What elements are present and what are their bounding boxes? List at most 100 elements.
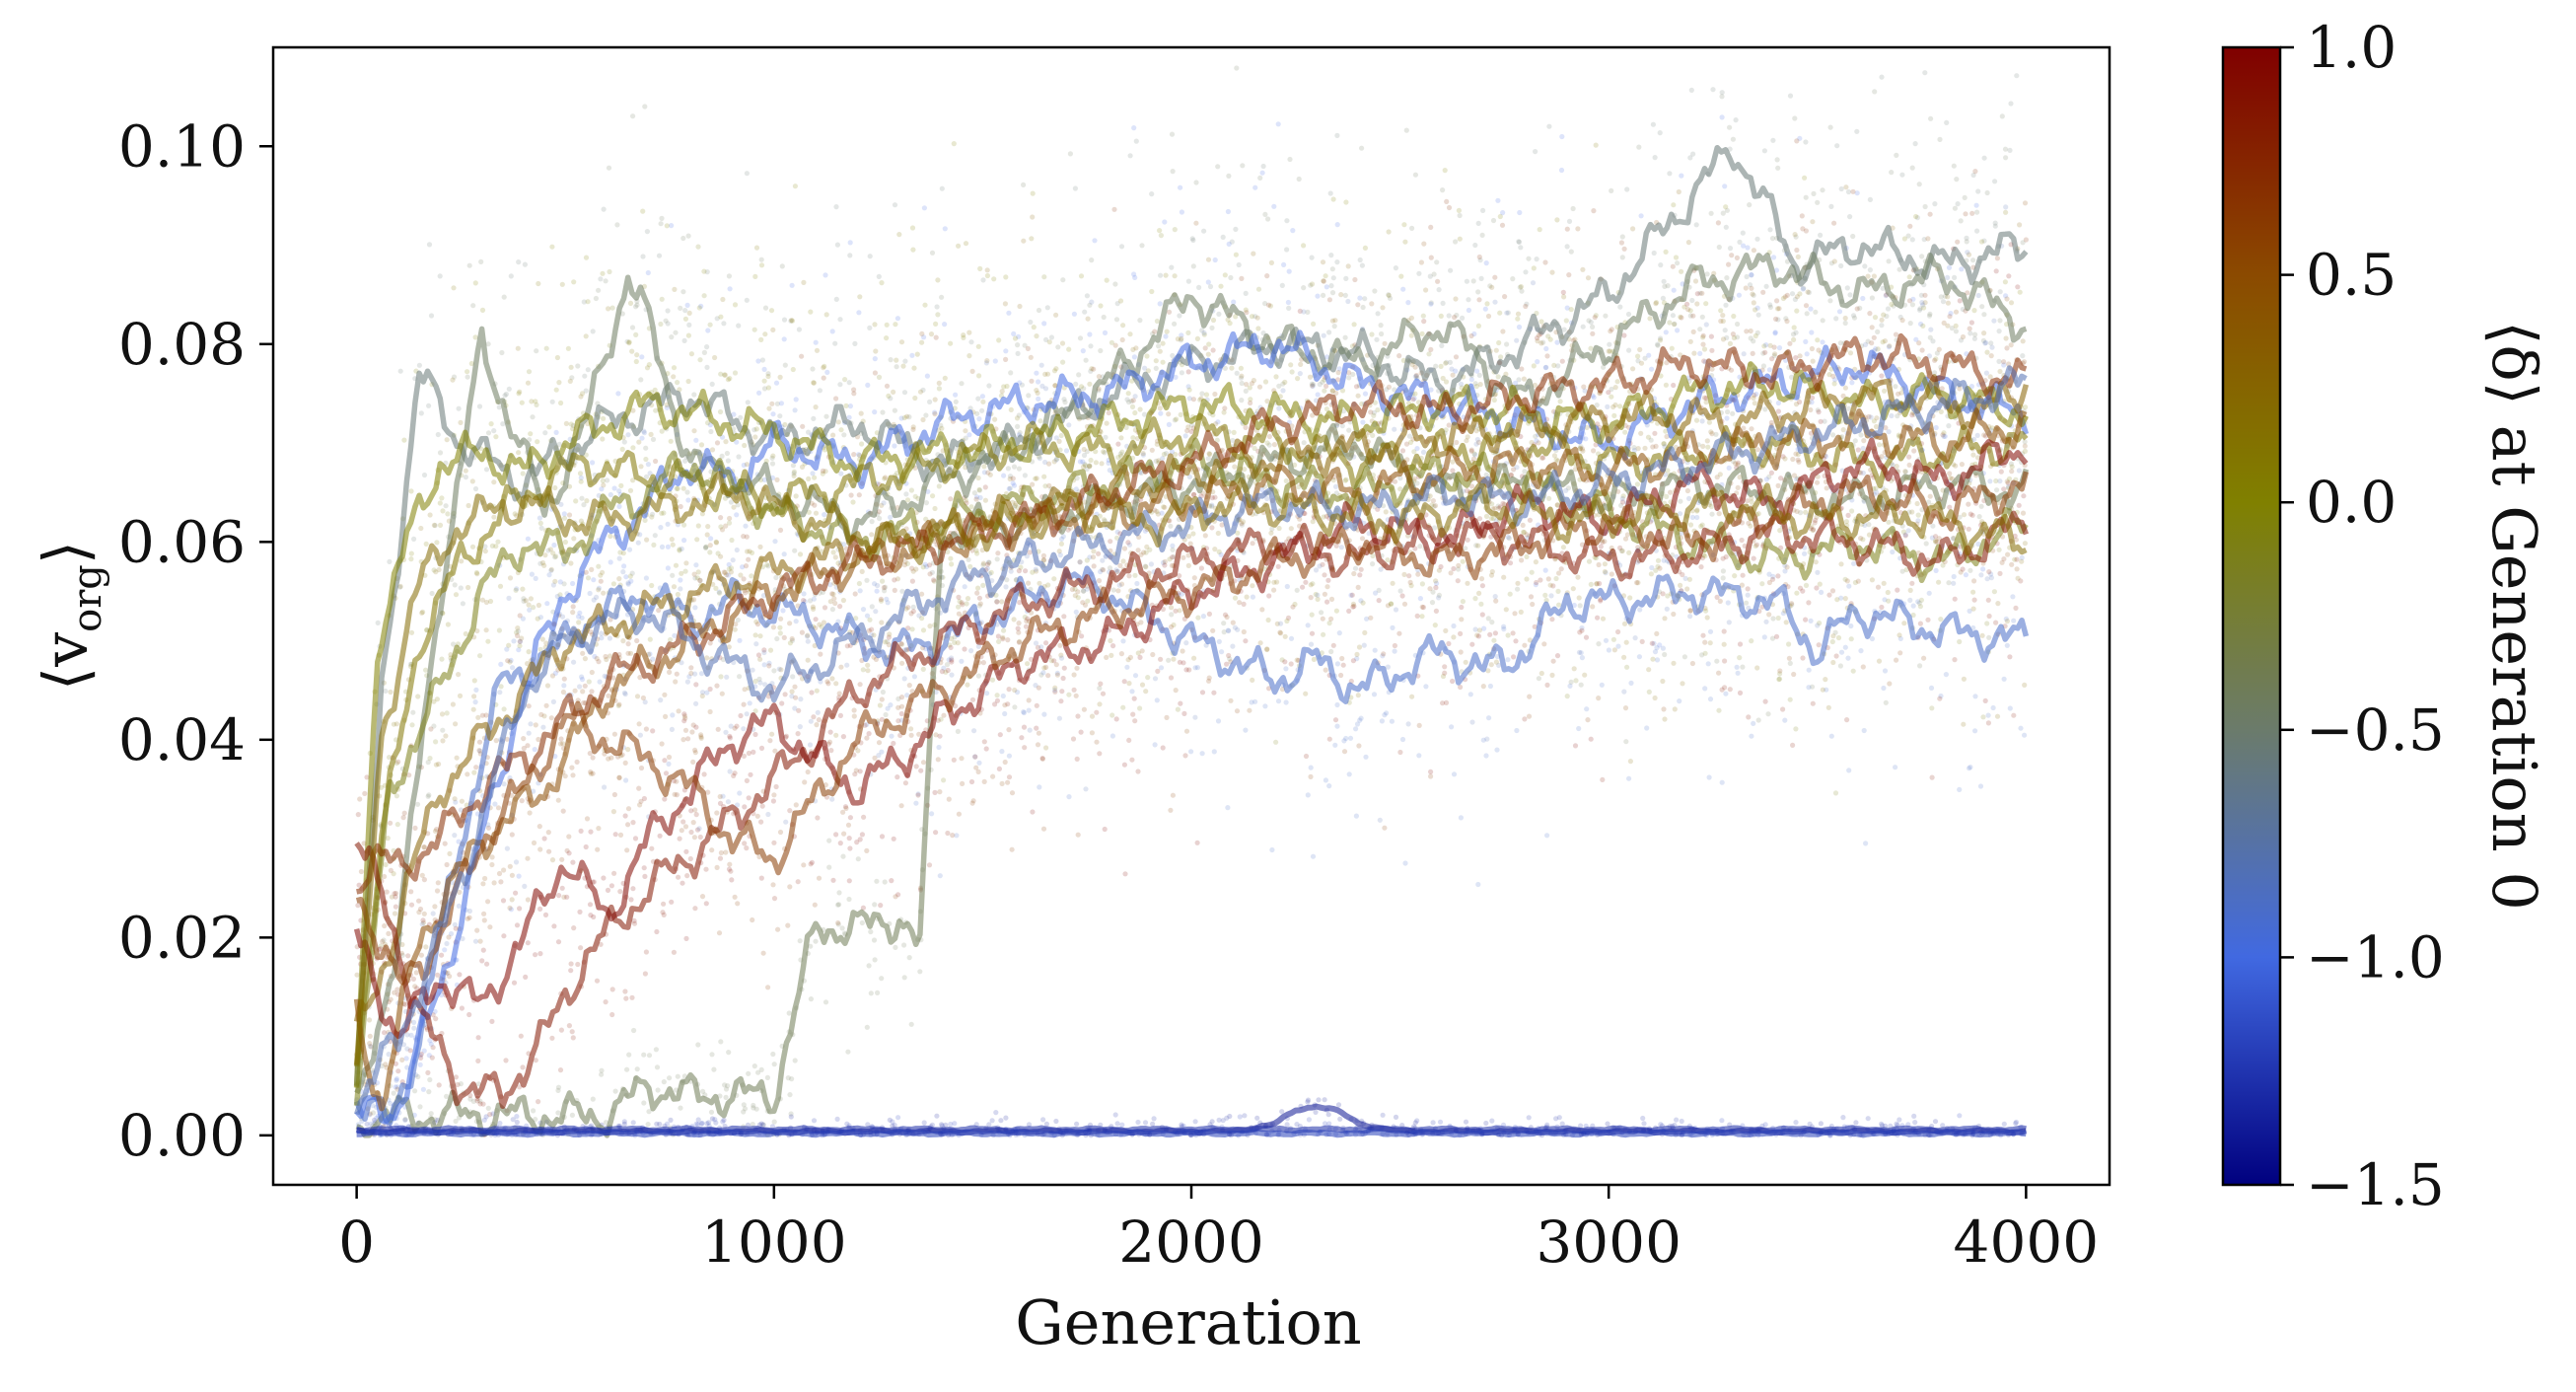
scatter-point [1233,226,1239,232]
scatter-point [741,1109,747,1115]
scatter-point [1662,283,1668,289]
scatter-point [1275,698,1282,704]
scatter-point [1398,273,1404,279]
scatter-point [1342,292,1348,298]
scatter-point [1790,456,1796,463]
scatter-point [1089,257,1095,263]
scatter-point [465,369,470,375]
scatter-point [1273,374,1279,380]
scatter-point [1185,330,1191,335]
scatter-point [1546,123,1552,129]
scatter-point [1205,456,1211,462]
scatter-point [568,364,574,370]
scatter-point [832,554,838,560]
scatter-point [1005,466,1011,472]
scatter-point [882,879,888,885]
scatter-point [1727,340,1733,346]
scatter-point [697,577,703,584]
scatter-point [1740,664,1746,670]
scatter-point [1443,360,1449,366]
scatter-point [762,305,769,311]
scatter-point [1491,637,1497,643]
scatter-point [753,1106,759,1112]
scatter-point [839,925,845,931]
scatter-point [1763,283,1769,289]
scatter-point [1158,272,1164,278]
scatter-point [1740,230,1746,236]
scatter-point [463,475,468,480]
scatter-point [1585,275,1592,281]
scatter-point [953,399,959,404]
scatter-point [1684,487,1690,494]
scatter-point [1809,345,1815,352]
scatter-point [656,253,663,258]
scatter-point [1879,74,1885,80]
scatter-point [900,363,906,369]
scatter-point [556,380,562,386]
scatter-point [661,510,667,516]
scatter-point [1818,232,1824,238]
scatter-point [869,519,875,525]
scatter-point [914,351,920,357]
scatter-point [537,515,543,521]
scatter-point [1828,733,1834,739]
scatter-point [1549,672,1555,679]
scatter-point [1162,504,1168,510]
scatter-point [1790,331,1797,337]
scatter-point [1846,768,1852,773]
scatter-point [1626,549,1632,555]
scatter-point [782,362,788,368]
scatter-point [1657,130,1663,136]
scatter-point [1478,601,1484,607]
scatter-point [1977,783,1984,789]
scatter-point [1343,275,1349,281]
scatter-point [790,366,796,373]
scatter-point [1706,774,1712,780]
scatter-point [570,580,576,587]
scatter-point [2020,353,2026,359]
scatter-point [570,610,576,616]
scatter-point [789,282,795,288]
scatter-point [431,723,437,729]
scatter-point [1637,346,1643,352]
scatter-point [557,741,564,747]
scatter-point [1767,227,1773,233]
scatter-point [1117,451,1123,457]
scatter-point [1360,419,1366,425]
scatter-point [1815,199,1821,205]
scatter-point [756,390,762,396]
scatter-point [888,396,894,402]
scatter-point [681,538,687,544]
scatter-point [1429,600,1436,606]
scatter-point [1806,685,1812,691]
scatter-point [479,307,486,313]
scatter-point [1468,377,1474,383]
scatter-point [734,512,740,518]
scatter-point [1984,189,1990,196]
scatter-point [1346,375,1352,381]
scatter-point [1553,575,1559,582]
scatter-point [1867,196,1873,202]
scatter-point [1561,327,1567,332]
scatter-point [1298,361,1304,367]
scatter-point [1252,698,1258,704]
scatter-point [618,482,624,488]
scatter-point [1164,329,1170,334]
scatter-point [1869,635,1875,642]
scatter-point [523,598,529,604]
scatter-point [718,674,724,680]
scatter-point [1329,266,1335,272]
scatter-point [485,638,491,644]
scatter-point [1591,395,1597,401]
scatter-point [1131,354,1137,360]
scatter-point [1647,316,1653,322]
scatter-point [1690,151,1696,157]
scatter-point [609,305,615,311]
scatter-point [509,872,516,878]
scatter-point [1087,331,1093,337]
scatter-point [1012,687,1018,694]
scatter-point [726,273,733,279]
scatter-point [936,380,942,386]
scatter-point [423,944,429,950]
scatter-point [1185,278,1191,284]
